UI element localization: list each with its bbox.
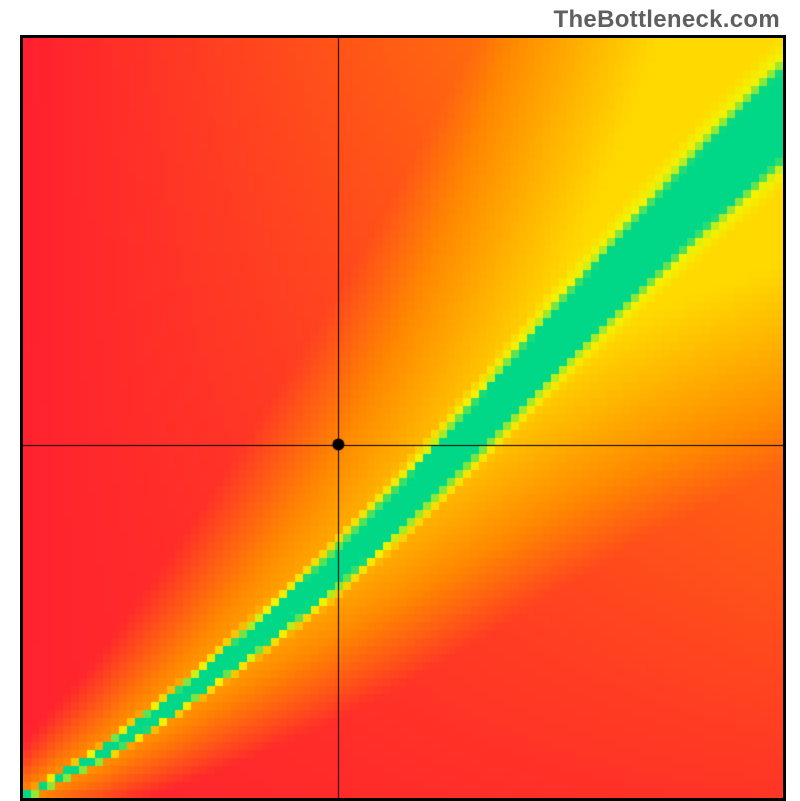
watermark-text: TheBottleneck.com — [554, 6, 780, 34]
chart-container: { "watermark": "TheBottleneck.com", "cha… — [0, 0, 800, 800]
bottleneck-heatmap — [20, 35, 786, 801]
